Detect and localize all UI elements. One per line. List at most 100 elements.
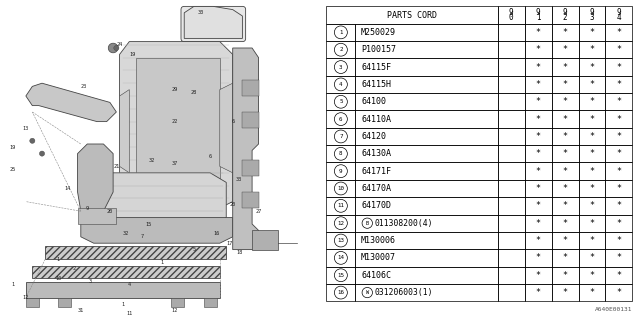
Text: *: * bbox=[616, 201, 621, 210]
Text: 19: 19 bbox=[129, 52, 136, 57]
Text: W: W bbox=[365, 290, 369, 295]
Text: *: * bbox=[589, 271, 595, 280]
Text: *: * bbox=[563, 219, 568, 228]
Text: 5: 5 bbox=[193, 247, 195, 252]
Text: 11: 11 bbox=[126, 311, 132, 316]
Text: *: * bbox=[563, 149, 568, 158]
Polygon shape bbox=[243, 160, 259, 176]
Text: 23: 23 bbox=[81, 84, 87, 89]
Text: 64171F: 64171F bbox=[361, 167, 391, 176]
Polygon shape bbox=[120, 90, 129, 173]
Text: 13: 13 bbox=[23, 125, 29, 131]
Text: 12: 12 bbox=[172, 308, 178, 313]
Text: M250029: M250029 bbox=[361, 28, 396, 37]
Text: 14: 14 bbox=[65, 186, 71, 191]
Text: *: * bbox=[563, 184, 568, 193]
Text: 6: 6 bbox=[209, 154, 212, 159]
Polygon shape bbox=[220, 83, 233, 173]
Text: *: * bbox=[616, 28, 621, 37]
Text: 20: 20 bbox=[107, 209, 113, 214]
Text: 64130A: 64130A bbox=[361, 149, 391, 158]
Text: *: * bbox=[589, 288, 595, 297]
Text: *: * bbox=[563, 80, 568, 89]
Text: *: * bbox=[589, 184, 595, 193]
Text: 64120: 64120 bbox=[361, 132, 386, 141]
Text: *: * bbox=[536, 80, 541, 89]
Text: 64170D: 64170D bbox=[361, 201, 391, 210]
Text: 17: 17 bbox=[227, 241, 232, 246]
Text: *: * bbox=[616, 62, 621, 72]
Text: 8: 8 bbox=[339, 151, 342, 156]
Text: 9: 9 bbox=[536, 8, 540, 17]
Text: *: * bbox=[563, 236, 568, 245]
Text: 16: 16 bbox=[213, 231, 220, 236]
Text: *: * bbox=[536, 253, 541, 262]
Polygon shape bbox=[26, 298, 39, 307]
Text: 011308200(4): 011308200(4) bbox=[374, 219, 433, 228]
Text: *: * bbox=[616, 45, 621, 54]
Text: 14: 14 bbox=[337, 255, 344, 260]
Text: 25: 25 bbox=[10, 167, 16, 172]
Text: *: * bbox=[589, 28, 595, 37]
Circle shape bbox=[114, 45, 119, 51]
Text: 29: 29 bbox=[172, 87, 178, 92]
Text: 3: 3 bbox=[589, 13, 595, 22]
Text: *: * bbox=[563, 132, 568, 141]
Text: *: * bbox=[616, 167, 621, 176]
Text: *: * bbox=[589, 45, 595, 54]
Text: 64115H: 64115H bbox=[361, 80, 391, 89]
Polygon shape bbox=[90, 173, 227, 227]
Polygon shape bbox=[136, 58, 220, 192]
Text: 5: 5 bbox=[339, 99, 342, 104]
Text: 4: 4 bbox=[128, 282, 131, 287]
Text: *: * bbox=[536, 184, 541, 193]
Polygon shape bbox=[243, 192, 259, 208]
Text: *: * bbox=[536, 97, 541, 106]
Text: *: * bbox=[616, 184, 621, 193]
Text: *: * bbox=[536, 271, 541, 280]
Text: 33: 33 bbox=[236, 177, 243, 182]
Text: 4: 4 bbox=[616, 13, 621, 22]
FancyBboxPatch shape bbox=[181, 6, 246, 42]
Text: 9: 9 bbox=[86, 205, 89, 211]
Text: *: * bbox=[536, 288, 541, 297]
Polygon shape bbox=[233, 48, 259, 250]
Text: 24: 24 bbox=[116, 42, 123, 47]
Text: 12: 12 bbox=[337, 221, 344, 226]
Text: 64100: 64100 bbox=[361, 97, 386, 106]
Text: *: * bbox=[616, 219, 621, 228]
Polygon shape bbox=[204, 298, 216, 307]
Text: M130007: M130007 bbox=[361, 253, 396, 262]
Polygon shape bbox=[58, 298, 71, 307]
Polygon shape bbox=[45, 246, 227, 259]
Text: *: * bbox=[589, 219, 595, 228]
Text: 20: 20 bbox=[230, 202, 236, 207]
Polygon shape bbox=[252, 230, 278, 250]
Text: *: * bbox=[589, 97, 595, 106]
Text: 9: 9 bbox=[616, 8, 621, 17]
Text: 9: 9 bbox=[589, 8, 595, 17]
Text: *: * bbox=[589, 201, 595, 210]
Text: 64115F: 64115F bbox=[361, 62, 391, 72]
Text: 12: 12 bbox=[23, 295, 29, 300]
Text: 1: 1 bbox=[536, 13, 540, 22]
Text: 64110A: 64110A bbox=[361, 115, 391, 124]
Circle shape bbox=[172, 87, 177, 92]
Text: 15: 15 bbox=[337, 273, 344, 278]
Polygon shape bbox=[32, 266, 220, 278]
Text: *: * bbox=[589, 80, 595, 89]
Text: *: * bbox=[536, 62, 541, 72]
Text: *: * bbox=[616, 80, 621, 89]
Text: *: * bbox=[563, 45, 568, 54]
Text: *: * bbox=[563, 115, 568, 124]
Text: 21: 21 bbox=[113, 164, 120, 169]
Text: *: * bbox=[563, 288, 568, 297]
Text: *: * bbox=[536, 201, 541, 210]
Text: *: * bbox=[616, 149, 621, 158]
Text: *: * bbox=[616, 253, 621, 262]
Text: 4: 4 bbox=[339, 82, 342, 87]
Circle shape bbox=[108, 43, 118, 53]
Text: 2: 2 bbox=[73, 266, 76, 271]
Text: 30: 30 bbox=[197, 10, 204, 15]
Text: 31: 31 bbox=[77, 308, 84, 313]
